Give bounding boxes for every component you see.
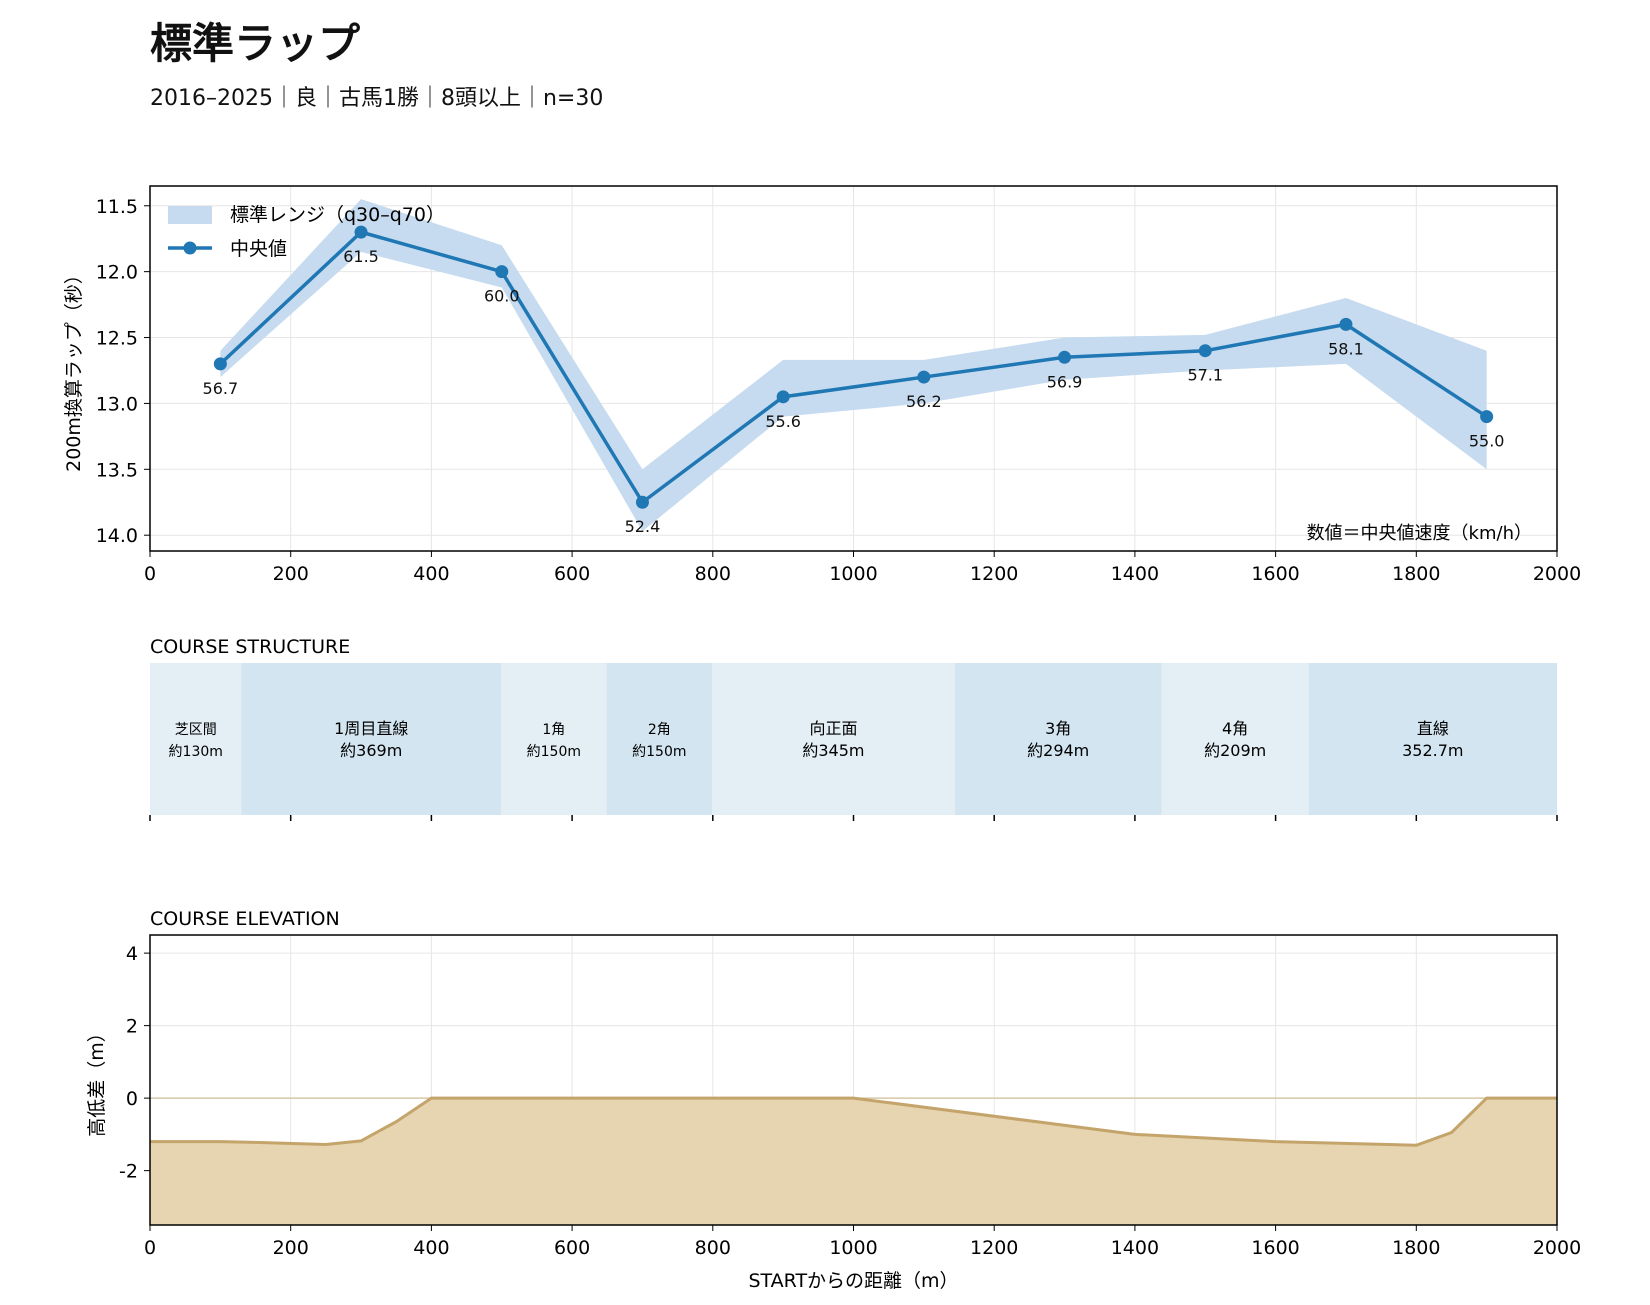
y-tick-label: 13.5 xyxy=(96,459,138,481)
course-segment xyxy=(241,663,502,815)
elevation-area xyxy=(150,1098,1557,1225)
panel-title: COURSE ELEVATION xyxy=(150,908,340,930)
y-axis-label: 200m換算ラップ（秒） xyxy=(63,265,85,472)
x-tick-label: 200 xyxy=(273,563,309,585)
median-point xyxy=(1058,350,1072,364)
segment-name: 直線 xyxy=(1417,719,1449,738)
segment-length: 約345m xyxy=(802,741,864,760)
legend-label-median: 中央値 xyxy=(230,238,287,260)
segment-length: 約209m xyxy=(1204,741,1266,760)
median-point xyxy=(1198,344,1212,358)
median-point xyxy=(495,265,509,279)
course-segment xyxy=(150,663,242,815)
x-tick-label: 1200 xyxy=(970,1237,1018,1259)
y-tick-label: 4 xyxy=(126,943,138,965)
x-tick-label: 1000 xyxy=(829,1237,877,1259)
median-point xyxy=(635,495,649,509)
y-tick-label: -2 xyxy=(119,1161,138,1183)
data-label: 57.1 xyxy=(1187,366,1223,385)
range-band xyxy=(220,199,1487,532)
y-tick-label: 2 xyxy=(126,1016,138,1038)
segment-length: 約130m xyxy=(169,744,223,760)
segment-name: 1角 xyxy=(542,722,565,738)
segment-name: 2角 xyxy=(648,722,671,738)
data-label: 56.9 xyxy=(1047,372,1083,391)
median-point xyxy=(1339,317,1353,331)
x-tick-label: 1600 xyxy=(1251,1237,1299,1259)
segment-name: 3角 xyxy=(1045,719,1071,738)
y-tick-label: 11.5 xyxy=(96,196,138,218)
x-tick-label: 600 xyxy=(554,1237,590,1259)
y-axis-label: 高低差（m） xyxy=(86,1023,108,1137)
x-tick-label: 200 xyxy=(273,1237,309,1259)
segment-name: 芝区間 xyxy=(175,722,217,738)
median-point xyxy=(354,225,368,239)
data-label: 61.5 xyxy=(343,247,379,266)
y-tick-label: 0 xyxy=(126,1088,138,1110)
course-segment xyxy=(1308,663,1557,815)
data-label: 52.4 xyxy=(625,517,661,536)
segment-length: 約150m xyxy=(632,744,686,760)
x-tick-label: 800 xyxy=(695,1237,731,1259)
segment-name: 1周目直線 xyxy=(334,719,408,738)
x-tick-label: 1400 xyxy=(1111,563,1159,585)
course-segment xyxy=(712,663,955,815)
median-point xyxy=(917,370,931,384)
page-title: 標準ラップ xyxy=(150,19,361,68)
course-segment xyxy=(954,663,1162,815)
x-tick-label: 1600 xyxy=(1251,563,1299,585)
page-subtitle: 2016–2025｜良｜古馬1勝｜8頭以上｜n=30 xyxy=(150,86,604,111)
course-segment xyxy=(606,663,713,815)
x-tick-label: 0 xyxy=(144,563,156,585)
data-label: 56.2 xyxy=(906,392,942,411)
y-tick-label: 12.5 xyxy=(96,328,138,350)
chart-annotation: 数値＝中央値速度（km/h） xyxy=(1307,523,1532,544)
median-line xyxy=(219,230,1488,505)
segment-length: 約369m xyxy=(340,741,402,760)
x-tick-label: 1800 xyxy=(1392,1237,1440,1259)
x-tick-label: 2000 xyxy=(1533,563,1581,585)
data-label: 55.6 xyxy=(765,412,801,431)
y-tick-label: 12.0 xyxy=(96,262,138,284)
x-tick-label: 1200 xyxy=(970,563,1018,585)
x-axis-label: STARTからの距離（m） xyxy=(748,1270,958,1292)
panel-title: COURSE STRUCTURE xyxy=(150,636,350,658)
segment-length: 352.7m xyxy=(1402,741,1463,760)
legend-swatch-marker xyxy=(183,241,197,255)
segment-length: 約150m xyxy=(527,744,581,760)
y-tick-label: 14.0 xyxy=(96,525,138,547)
x-tick-label: 2000 xyxy=(1533,1237,1581,1259)
legend-label-band: 標準レンジ（q30–q70） xyxy=(230,204,445,226)
x-tick-label: 800 xyxy=(695,563,731,585)
x-tick-label: 1400 xyxy=(1111,1237,1159,1259)
x-tick-label: 600 xyxy=(554,563,590,585)
legend-swatch-band xyxy=(168,206,212,224)
x-tick-label: 1000 xyxy=(829,563,877,585)
x-tick-label: 0 xyxy=(144,1237,156,1259)
elevation-line xyxy=(150,1096,1557,1147)
x-tick-label: 400 xyxy=(413,1237,449,1259)
course-segment xyxy=(501,663,607,815)
median-point xyxy=(1480,410,1494,424)
segment-name: 4角 xyxy=(1222,719,1248,738)
data-label: 56.7 xyxy=(203,379,239,398)
median-point xyxy=(776,390,790,404)
x-tick-label: 1800 xyxy=(1392,563,1440,585)
data-label: 60.0 xyxy=(484,287,520,306)
data-label: 55.0 xyxy=(1469,432,1505,451)
median-point xyxy=(213,357,227,371)
data-label: 58.1 xyxy=(1328,339,1364,358)
segment-length: 約294m xyxy=(1027,741,1089,760)
course-segment xyxy=(1161,663,1309,815)
x-tick-label: 400 xyxy=(413,563,449,585)
y-tick-label: 13.0 xyxy=(96,393,138,415)
segment-name: 向正面 xyxy=(809,719,857,738)
